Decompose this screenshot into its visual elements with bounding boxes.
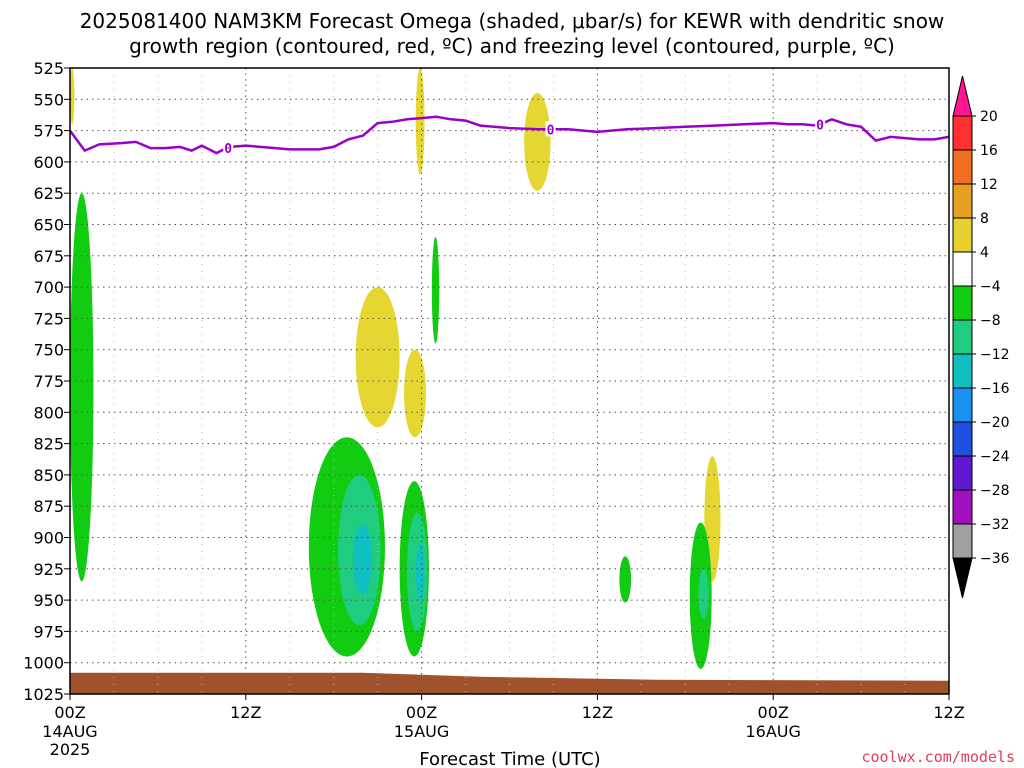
freezing-label-bg-0: [223, 139, 234, 155]
colorbar-label-1: 16: [980, 143, 998, 159]
colorbar-label-2: 12: [980, 177, 998, 193]
colorbar-box-1: [952, 149, 973, 185]
colorbar-box-12: [952, 523, 973, 559]
omega-region-15: [352, 524, 372, 594]
colorbar-box-5: [952, 285, 973, 321]
y-tick-label-3: 600: [33, 153, 64, 172]
omega-region-1: [415, 68, 425, 175]
y-tick-label-0: 525: [33, 59, 64, 78]
y-tick-label-4: 625: [33, 184, 64, 203]
chart-title-line-2: growth region (contoured, red, ºC) and f…: [129, 34, 895, 58]
x-tick-label-3: 12Z: [582, 703, 613, 722]
y-tick-label-17: 950: [33, 591, 64, 610]
omega-region-6: [70, 193, 94, 582]
x-axis-label: Forecast Time (UTC): [419, 749, 600, 768]
colorbar-box-0: [952, 115, 973, 151]
omega-region-3: [355, 287, 400, 428]
y-tick-label-19: 1000: [23, 654, 64, 673]
freezing-label-bg-1: [545, 121, 556, 137]
freezing-label-1: 0: [547, 123, 555, 138]
freezing-level-labels: 0 0 0: [223, 116, 826, 157]
omega-region-16: [415, 543, 425, 601]
x-tick-label-4: 00Z: [758, 703, 789, 722]
y-tick-label-18: 975: [33, 622, 64, 641]
omega-region-14: [698, 568, 709, 619]
y-tick-label-7: 700: [33, 278, 64, 297]
colorbar-label-0: 20: [980, 109, 998, 125]
y-tick-label-9: 750: [33, 341, 64, 360]
omega-region-2: [524, 93, 551, 191]
colorbar-box-3: [952, 217, 973, 253]
x-tick-label-2: 00Z: [406, 703, 437, 722]
y-axis-ticks: 525 550 575 600 625 650 675 700 725 750 775 800 825 8…: [23, 59, 70, 704]
y-tick-label-8: 725: [33, 309, 64, 328]
colorbar-label-3: 8: [980, 211, 989, 227]
x-tick-label-5: 12Z: [933, 703, 964, 722]
y-tick-label-16: 925: [33, 560, 64, 579]
y-tick-label-5: 650: [33, 216, 64, 235]
colorbar-label-4: 4: [980, 245, 989, 261]
y-tick-label-12: 825: [33, 435, 64, 454]
y-tick-label-13: 850: [33, 466, 64, 485]
freezing-label-0: 0: [224, 142, 232, 157]
y-tick-label-1: 550: [33, 90, 64, 109]
chart-title-line-1: 2025081400 NAM3KM Forecast Omega (shaded…: [80, 9, 945, 33]
colorbar-bottom-triangle: [952, 557, 973, 599]
colorbar-box-2: [952, 183, 973, 219]
colorbar-box-4: [952, 251, 973, 287]
y-tick-label-6: 675: [33, 247, 64, 266]
x-tick-date-4: 16AUG: [745, 722, 800, 741]
y-tick-label-2: 575: [33, 122, 64, 141]
colorbar-box-7: [952, 353, 973, 389]
y-tick-label-10: 775: [33, 372, 64, 391]
omega-region-4: [404, 349, 426, 438]
colorbar-label-11: −28: [980, 483, 1010, 499]
y-tick-label-14: 875: [33, 497, 64, 516]
colorbar-label-7: −12: [980, 347, 1010, 363]
freezing-label-bg-2: [815, 116, 826, 132]
x-tick-date-2: 15AUG: [394, 722, 449, 741]
colorbar: 20 16 12 8 4 −4 −8 −12 −16 −20 −24 −28 −32 −36: [952, 75, 1010, 599]
terrain-fill: [70, 672, 949, 694]
colorbar-box-9: [952, 421, 973, 457]
y-tick-label-20: 1025: [23, 685, 64, 704]
colorbar-box-10: [952, 455, 973, 491]
colorbar-label-6: −8: [980, 313, 1001, 329]
x-tick-label-0: 00Z: [54, 703, 85, 722]
colorbar-label-8: −16: [980, 381, 1010, 397]
colorbar-label-5: −4: [980, 279, 1001, 295]
x-tick-year-0: 2025: [50, 740, 91, 759]
omega-region-0: [70, 68, 75, 125]
omega-region-10: [619, 556, 632, 603]
plot-area: 0 0 0: [68, 67, 950, 695]
x-tick-date-0: 14AUG: [42, 722, 97, 741]
colorbar-box-6: [952, 319, 973, 355]
y-tick-label-15: 900: [33, 529, 64, 548]
y-tick-label-11: 800: [33, 403, 64, 422]
colorbar-top-triangle: [952, 75, 973, 117]
colorbar-box-11: [952, 489, 973, 525]
colorbar-box-8: [952, 387, 973, 423]
colorbar-label-10: −24: [980, 449, 1010, 465]
colorbar-label-9: −20: [980, 415, 1010, 431]
credit-text: coolwx.com/models: [861, 748, 1015, 766]
x-tick-label-1: 12Z: [230, 703, 261, 722]
colorbar-label-12: −32: [980, 517, 1010, 533]
omega-region-7: [431, 237, 440, 344]
colorbar-label-13: −36: [980, 551, 1010, 567]
freezing-label-2: 0: [816, 118, 824, 133]
omega-shading: [70, 68, 721, 669]
